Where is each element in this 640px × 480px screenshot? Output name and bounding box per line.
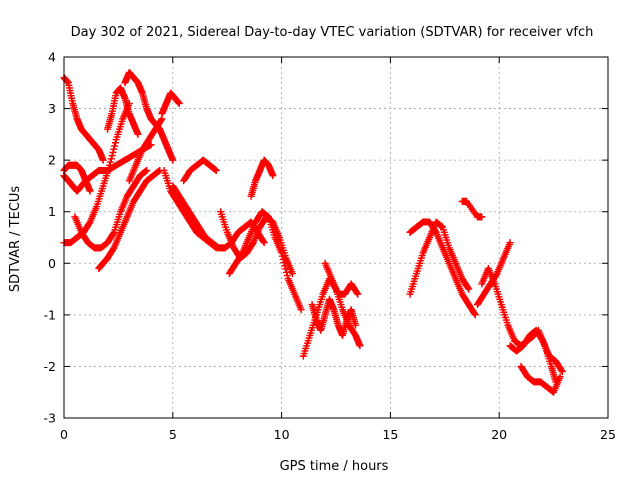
series-track-5: [60, 161, 94, 195]
data-point: [143, 166, 151, 174]
axis-ticks: 0 5 10 15 20 25 -3 -2 -1 0 1 2 3 4: [44, 50, 616, 443]
x-tick-label: 20: [491, 427, 507, 442]
x-tick-label: 5: [169, 427, 177, 442]
y-tick-label: 1: [48, 204, 56, 219]
data-point: [557, 366, 565, 374]
series-track-6: [104, 84, 142, 138]
data-point: [238, 250, 246, 258]
data-point: [465, 285, 473, 293]
data-point: [111, 139, 119, 147]
data-point: [464, 284, 472, 292]
data-point: [353, 289, 361, 297]
data-point: [134, 130, 142, 138]
data-point: [85, 219, 93, 227]
data-point: [269, 172, 277, 180]
data-point: [212, 166, 220, 174]
data-point: [431, 227, 439, 235]
y-tick-label: -3: [44, 411, 56, 426]
data-point: [283, 272, 291, 280]
data-point: [478, 213, 486, 221]
data-point: [297, 306, 305, 314]
data-point: [107, 155, 115, 163]
data-point: [248, 240, 256, 248]
series-track-4: [71, 166, 151, 252]
series-track-25: [506, 326, 566, 376]
y-axis-label: SDTVAR / TECUs: [8, 186, 23, 293]
data-point: [556, 373, 564, 381]
data-point: [282, 268, 290, 276]
data-point: [471, 311, 479, 319]
data-point: [259, 237, 267, 245]
data-point: [157, 116, 165, 124]
data-point: [356, 342, 364, 350]
data-point: [175, 99, 183, 107]
data-point: [99, 156, 107, 164]
data-point: [109, 148, 117, 156]
data-point: [109, 230, 117, 238]
data-point: [278, 252, 286, 260]
data-point: [552, 378, 560, 386]
series-track-20: [406, 218, 473, 298]
data-point: [470, 310, 478, 318]
series-track-16: [247, 156, 277, 200]
data-point: [86, 187, 94, 195]
data-point: [279, 255, 287, 263]
data-point: [106, 161, 114, 169]
x-tick-label: 0: [60, 427, 68, 442]
x-tick-label: 25: [600, 427, 616, 442]
series-track-9: [125, 115, 166, 185]
y-tick-label: 2: [48, 153, 56, 168]
y-tick-label: 3: [48, 101, 56, 116]
chart-title: Day 302 of 2021, Sidereal Day-to-day VTE…: [71, 25, 594, 40]
series-track-1: [60, 74, 107, 164]
data-point: [288, 270, 296, 278]
series-track-19: [321, 259, 362, 298]
data-point: [108, 152, 116, 160]
series-track-22: [458, 197, 486, 221]
series-track-8: [95, 166, 164, 272]
data-point: [169, 156, 177, 164]
data-point: [506, 239, 514, 247]
x-tick-label: 10: [274, 427, 290, 442]
series-track-18: [308, 295, 360, 339]
series-track-27: [534, 326, 560, 386]
data-points: [60, 68, 566, 396]
data-point: [558, 368, 566, 376]
data-point: [110, 145, 118, 153]
data-point: [109, 245, 117, 253]
data-point: [281, 262, 289, 270]
series-track-26: [517, 362, 564, 396]
data-point: [352, 321, 360, 329]
series-track-15: [225, 208, 305, 314]
data-point: [282, 265, 290, 273]
series-track-21: [406, 218, 479, 319]
plot-frame: [63, 56, 609, 419]
x-tick-label: 15: [382, 427, 398, 442]
data-point: [111, 142, 119, 150]
y-tick-label: 4: [48, 50, 56, 65]
data-point: [260, 239, 268, 247]
y-tick-label: -1: [44, 307, 56, 322]
y-tick-label: -2: [44, 359, 56, 374]
y-tick-label: 0: [48, 256, 56, 271]
data-point: [107, 158, 115, 166]
x-axis-label: GPS time / hours: [280, 459, 389, 474]
series-track-13: [180, 156, 220, 185]
data-point: [278, 249, 286, 257]
series-track-10: [158, 89, 183, 118]
data-point: [280, 259, 288, 267]
data-point: [354, 290, 362, 298]
